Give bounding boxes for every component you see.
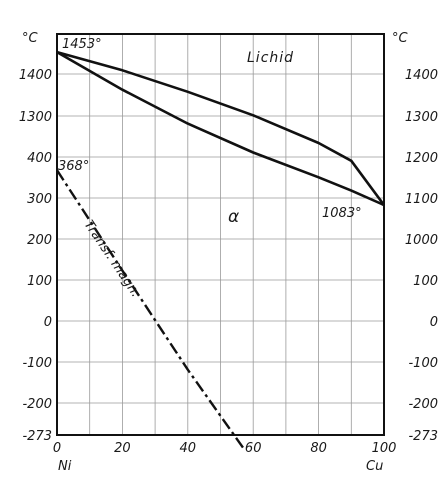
- liquidus-label: Lichid: [247, 50, 294, 66]
- y-tick-label-left: 0: [44, 315, 52, 330]
- y-unit-label-left: °C: [22, 31, 39, 46]
- y-tick-label-left: 300: [27, 192, 52, 207]
- x-tick-label: 60: [245, 441, 262, 456]
- curves: [55, 50, 386, 449]
- y-tick-label-left: 1300: [19, 110, 52, 125]
- alpha-phase-label: α: [228, 207, 239, 227]
- y-tick-label-right: 1400: [405, 68, 438, 83]
- y-unit-label-right: °C: [392, 31, 409, 46]
- y-tick-label-right: 1200: [405, 151, 438, 166]
- liquidus-curve: [56, 50, 386, 206]
- y-tick-label-right: -273: [408, 429, 438, 444]
- solidus-curve: [56, 50, 385, 207]
- cu-melting-point-label: 1083°: [322, 206, 362, 221]
- y-tick-label-right: 1300: [405, 110, 438, 125]
- y-tick-label-left: -200: [22, 397, 52, 412]
- y-tick-label-right: 1000: [405, 233, 438, 248]
- x-tick-label: 20: [114, 441, 131, 456]
- x-tick-label: 100: [372, 441, 397, 456]
- x-axis-left-label: Ni: [58, 459, 72, 474]
- tick-labels: 140013004003002001000-100-200-2731400130…: [19, 68, 438, 456]
- x-tick-label: 40: [180, 441, 197, 456]
- ni-curie-point-label: 368°: [58, 159, 89, 174]
- x-tick-label: 0: [53, 441, 61, 456]
- y-tick-label-left: 400: [27, 151, 52, 166]
- frame-border: [56, 33, 385, 436]
- grid: [56, 34, 385, 435]
- y-tick-label-left: -273: [22, 429, 52, 444]
- plot-frame: [56, 33, 385, 436]
- x-tick-label: 80: [310, 441, 327, 456]
- x-axis-right-label: Cu: [366, 459, 383, 474]
- y-tick-label-left: 200: [27, 233, 52, 248]
- y-tick-label-right: 0: [430, 315, 438, 330]
- y-tick-label-right: -100: [408, 356, 438, 371]
- y-tick-label-left: 1400: [19, 68, 52, 83]
- y-tick-label-left: -100: [22, 356, 52, 371]
- y-tick-label-right: 100: [413, 274, 438, 289]
- y-tick-label-right: -200: [408, 397, 438, 412]
- y-tick-label-right: 1100: [405, 192, 438, 207]
- magnetic-transformation-line: [55, 169, 245, 449]
- ni-melting-point-label: 1453°: [62, 37, 102, 52]
- y-tick-label-left: 100: [27, 274, 52, 289]
